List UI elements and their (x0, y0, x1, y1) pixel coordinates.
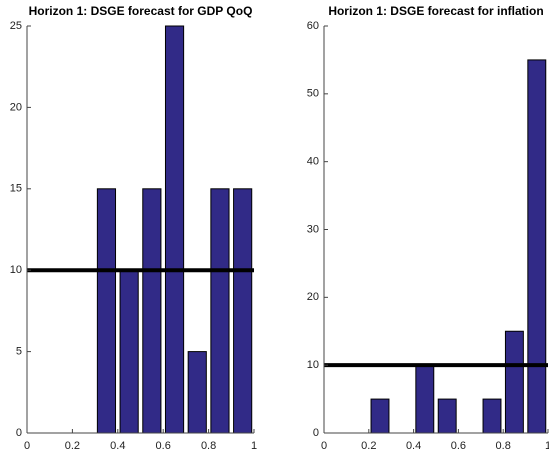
y-tick-label: 15 (10, 183, 22, 195)
bar (164, 25, 185, 434)
bar (482, 398, 502, 434)
y-tick-label: 30 (307, 223, 319, 235)
bar (504, 330, 524, 434)
x-tick-label: 0.2 (361, 440, 376, 452)
y-tick-label: 25 (10, 20, 22, 32)
bar (142, 188, 162, 434)
bar (370, 398, 390, 434)
bar (527, 59, 547, 434)
y-tick-label: 20 (10, 101, 22, 113)
y-tick-label: 10 (307, 359, 319, 371)
x-tick-label: 0.6 (451, 440, 466, 452)
bar (96, 188, 117, 434)
bar (187, 351, 207, 434)
x-tick-label: 0.2 (65, 440, 80, 452)
bar (233, 188, 253, 434)
x-tick-label: 0 (321, 440, 327, 452)
x-tick-label: 0.8 (496, 440, 511, 452)
bar (210, 188, 230, 434)
x-tick-label: 1 (251, 440, 257, 452)
y-tick-label: 20 (307, 291, 319, 303)
y-tick-label: 60 (307, 20, 319, 32)
chart-title: Horizon 1: DSGE forecast for GDP QoQ (29, 4, 253, 18)
y-tick-label: 50 (307, 88, 319, 100)
x-tick-label: 1 (545, 440, 549, 452)
bar (437, 398, 457, 434)
bar (415, 364, 435, 434)
bar (119, 269, 139, 434)
y-tick-label: 0 (313, 427, 319, 439)
x-tick-label: 0 (24, 440, 30, 452)
y-tick-label: 10 (10, 264, 22, 276)
x-tick-label: 0.8 (201, 440, 216, 452)
x-tick-label: 0.4 (110, 440, 125, 452)
y-tick-label: 0 (16, 427, 22, 439)
x-tick-label: 0.6 (156, 440, 171, 452)
chart-title: Horizon 1: DSGE forecast for inflation (328, 4, 543, 18)
x-tick-label: 0.4 (406, 440, 421, 452)
y-tick-label: 5 (16, 346, 22, 358)
y-tick-label: 40 (307, 156, 319, 168)
